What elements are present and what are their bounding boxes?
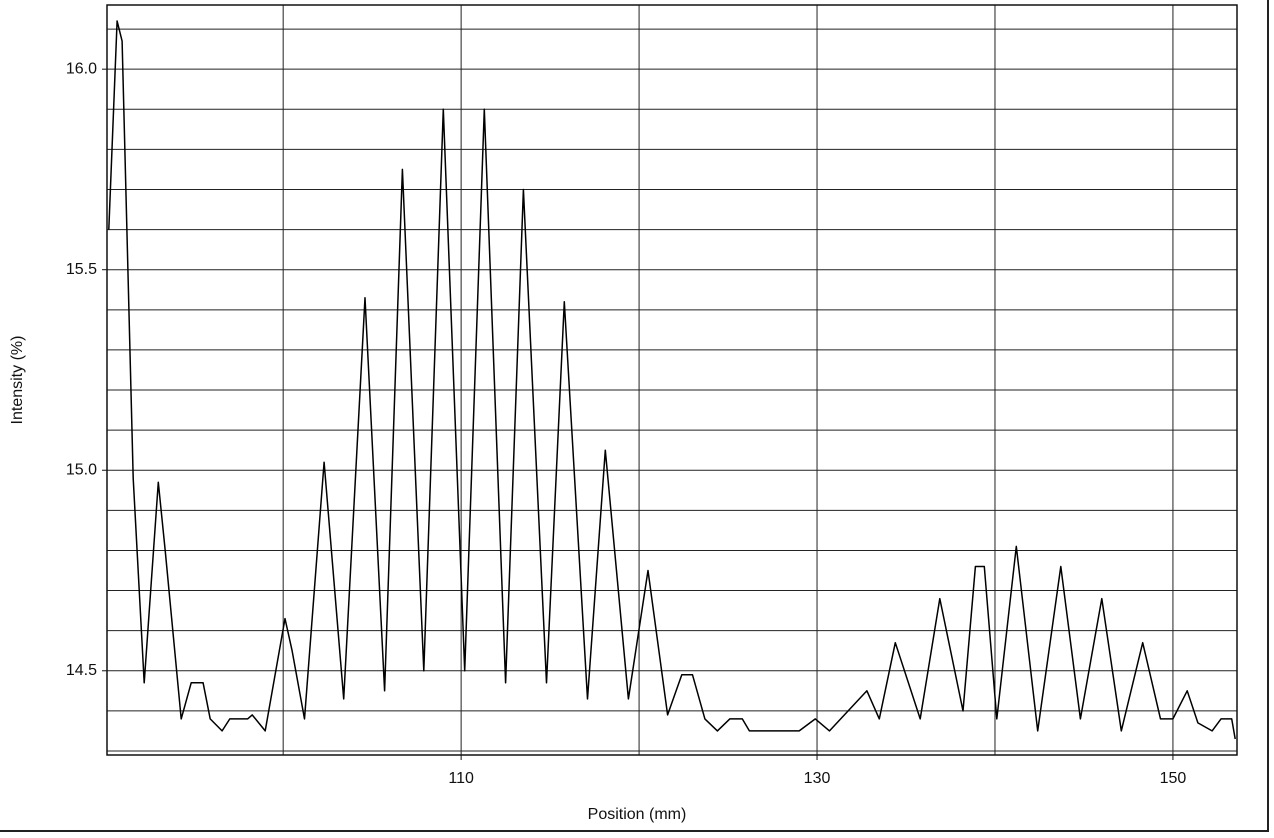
x-tick-label: 150 [1160,770,1187,787]
data-line [108,20,1236,740]
plot-frame [106,4,1238,756]
y-tick-label: 14.5 [66,662,97,679]
y-axis-label: Intensity (%) [9,336,26,425]
y-tick-label: 16.0 [66,60,97,77]
x-axis-label: Position (mm) [588,806,687,823]
x-tick-label: 130 [804,770,831,787]
y-tick-label: 15.0 [66,461,97,478]
x-tick-label: 110 [448,770,474,787]
y-tick-label: 15.5 [66,261,97,278]
